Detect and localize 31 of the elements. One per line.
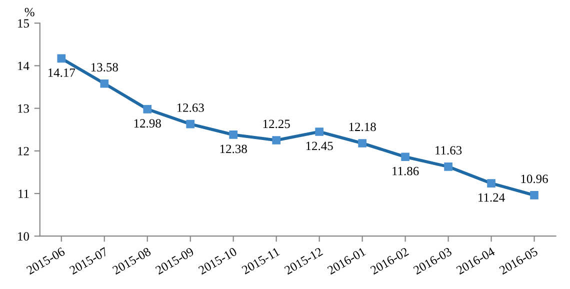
- y-tick-label: 14: [18, 62, 30, 70]
- y-tick-label: 10: [18, 232, 30, 241]
- y-tick-label: 12: [18, 146, 29, 156]
- point: [444, 162, 452, 171]
- y-tick-label: 11: [18, 190, 29, 198]
- point: [186, 120, 195, 128]
- point: [315, 128, 324, 136]
- data-label: 11.86: [392, 166, 419, 176]
- data-label: 12.98: [134, 119, 161, 128]
- data-label: 11.24: [478, 193, 505, 202]
- data-label: 12.45: [306, 142, 333, 150]
- y-tick-label: 13: [18, 104, 29, 113]
- data-label: 13.58: [91, 63, 118, 72]
- data-label: 12.18: [349, 122, 376, 132]
- point: [143, 105, 152, 114]
- data-label: 14.17: [48, 68, 76, 77]
- point: [401, 152, 410, 162]
- data-label: 12.38: [220, 144, 247, 154]
- data-label: 10.96: [521, 174, 548, 184]
- point: [57, 54, 66, 63]
- y-axis-title: %: [24, 8, 34, 16]
- y-tick-label: 15: [18, 19, 29, 28]
- point: [229, 130, 238, 139]
- data-label: 12.25: [263, 120, 290, 128]
- point: [272, 136, 280, 144]
- point: [100, 79, 109, 88]
- point: [487, 179, 496, 188]
- data-label: 12.63: [177, 104, 204, 112]
- point: [358, 139, 366, 148]
- point: [530, 191, 538, 200]
- data-label: 11.63: [436, 146, 462, 155]
